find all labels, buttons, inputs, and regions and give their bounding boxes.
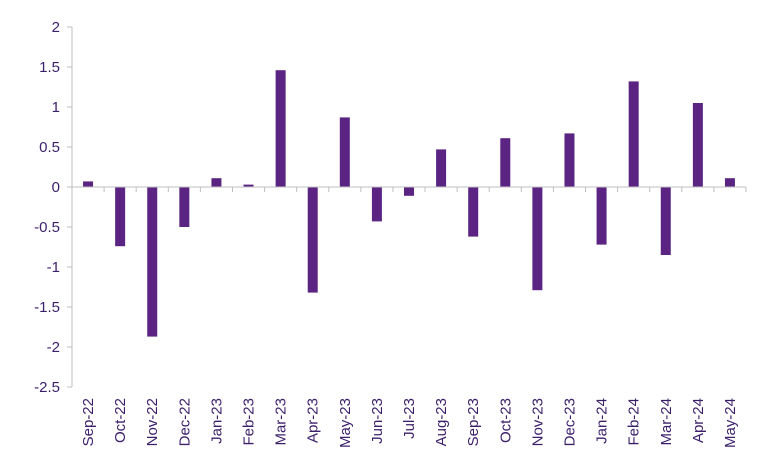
x-tick-label: Mar-24 [658, 398, 675, 446]
y-tick-label: 1 [52, 99, 60, 116]
x-axis-baseline [71, 186, 747, 192]
bar [115, 187, 126, 247]
x-tick-label: Aug-23 [433, 398, 450, 446]
y-tick-label: 0.5 [39, 139, 60, 156]
bars [83, 70, 735, 337]
x-tick-label: Jan-24 [594, 398, 611, 444]
bar [404, 187, 414, 196]
x-tick-label: Oct-22 [112, 398, 129, 443]
x-tick-label: Nov-23 [529, 398, 546, 446]
x-tick-label: Apr-24 [690, 398, 707, 443]
x-tick-label: May-23 [337, 398, 354, 448]
bar [596, 187, 607, 245]
y-tick-label: -1.5 [34, 299, 60, 316]
y-tick-label: -2 [47, 339, 60, 356]
x-tick-label: Jun-23 [369, 398, 386, 444]
bar [339, 117, 350, 187]
bar [500, 138, 511, 187]
x-tick-label: Dec-22 [176, 398, 193, 446]
x-tick-label: Oct-23 [497, 398, 514, 443]
bar [83, 181, 94, 187]
x-tick-label: Sep-22 [80, 398, 97, 446]
bar [275, 70, 286, 187]
y-tick-label: 2 [52, 19, 60, 36]
bar [532, 187, 543, 291]
bar [468, 187, 479, 237]
y-tick-label: 0 [52, 179, 60, 196]
bar [660, 187, 671, 255]
x-axis-labels: Sep-22 Oct-22 Nov-22 Dec-22 Jan-23 Feb-23 Mar-… [80, 398, 739, 448]
x-tick-label: Feb-23 [241, 398, 258, 446]
y-tick-label: -0.5 [34, 219, 60, 236]
x-tick-label: Mar-23 [273, 398, 290, 446]
y-tick-label: -2.5 [34, 379, 60, 396]
bar [692, 103, 703, 187]
bar [147, 187, 158, 337]
bar [724, 178, 735, 187]
x-tick-label: Sep-23 [465, 398, 482, 446]
bar [628, 81, 639, 187]
y-tick-label: 1.5 [39, 59, 60, 76]
bar [307, 187, 318, 293]
y-tick-label: -1 [47, 259, 60, 276]
y-axis: 2 1.5 1 0.5 0 -0.5 -1 -1.5 -2 -2.5 [34, 19, 73, 396]
bar [243, 184, 254, 187]
x-tick-label: Feb-24 [626, 398, 643, 446]
bar [211, 178, 222, 187]
x-tick-label: May-24 [722, 398, 739, 448]
x-tick-label: Jan-23 [208, 398, 225, 444]
x-tick-label: Apr-23 [305, 398, 322, 443]
bar [436, 149, 447, 187]
x-tick-label: Nov-22 [144, 398, 161, 446]
bar [564, 133, 575, 187]
x-tick-label: Jul-23 [401, 398, 418, 439]
bar [179, 187, 190, 227]
bar [371, 187, 382, 222]
x-tick-label: Dec-23 [561, 398, 578, 446]
